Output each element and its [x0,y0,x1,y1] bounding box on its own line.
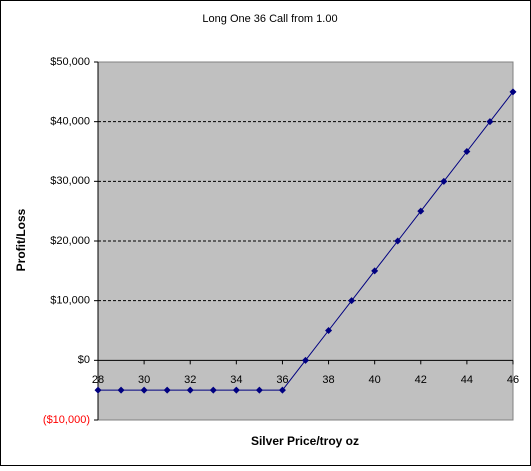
data-point [209,386,217,394]
data-point [371,267,379,275]
x-tick-label: 28 [92,374,104,386]
data-point [463,148,471,155]
data-point [255,386,263,394]
data-point [486,118,494,126]
x-tick-label: 36 [276,374,288,386]
data-point [278,386,286,394]
data-point [117,386,125,394]
data-point [417,207,425,215]
data-point [348,297,356,305]
x-tick-label: 40 [369,374,381,386]
y-tick-label: $50,000 [50,56,90,68]
data-point [163,386,171,394]
y-tick-label: $30,000 [50,175,90,187]
x-tick-label: 38 [322,374,334,386]
x-tick-label: 42 [415,374,427,386]
y-tick-label: $10,000 [50,295,90,307]
y-axis-label: Profit/Loss [14,208,28,271]
data-point [325,327,333,334]
y-tick-label: $20,000 [50,235,90,247]
x-tick-label: 30 [138,374,150,386]
y-tick-label: $0 [78,354,90,366]
x-tick-label: 32 [184,374,196,386]
data-point [302,356,309,364]
data-point [186,386,194,394]
data-point [94,386,102,394]
data-point [140,386,148,394]
x-tick-label: 46 [507,374,519,386]
x-tick-label: 44 [461,374,473,386]
x-axis-label: Silver Price/troy oz [251,434,359,448]
data-point [394,237,402,245]
chart-title: Long One 36 Call from 1.00 [202,13,337,25]
data-point [232,386,240,394]
y-tick-label: ($10,000) [43,414,90,426]
y-tick-label: $40,000 [50,116,90,128]
data-point [440,177,448,185]
x-tick-label: 34 [230,374,242,386]
data-point [509,88,517,96]
